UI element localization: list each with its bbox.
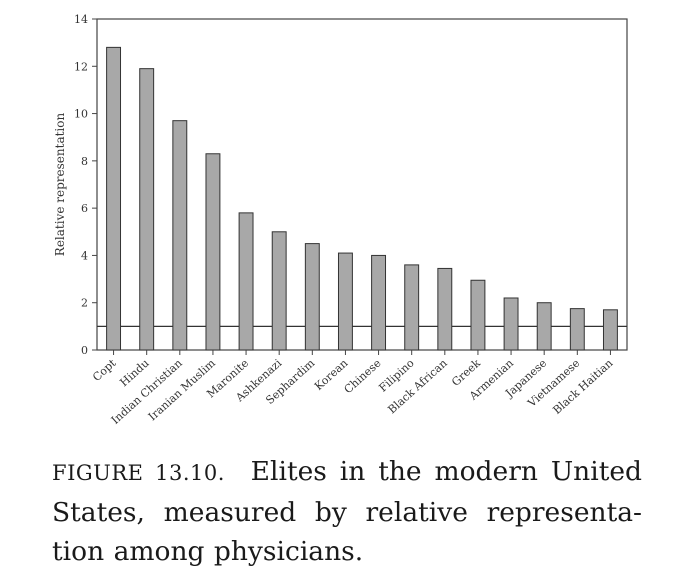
bar <box>271 231 287 351</box>
x-tick-label: Black Haitian <box>550 357 615 417</box>
bar <box>238 212 254 351</box>
bar <box>437 267 453 351</box>
y-tick-label: 10 <box>74 108 88 121</box>
bar <box>304 243 320 351</box>
y-tick-label: 8 <box>81 155 88 168</box>
y-axis-title: Relative representation <box>53 113 67 257</box>
bar <box>536 302 552 351</box>
x-tick-label: Black African <box>385 357 449 417</box>
bar <box>371 254 387 351</box>
bar <box>503 297 519 351</box>
caption-text: Elites in the modern United States, meas… <box>52 456 642 567</box>
bar <box>172 120 188 351</box>
bar <box>404 264 420 351</box>
bar <box>602 309 618 351</box>
figure-caption: FIGURE 13.10. Elites in the modern Unite… <box>52 452 642 571</box>
bar <box>139 68 155 351</box>
x-tick-label: Chinese <box>342 357 384 397</box>
bar <box>470 279 486 351</box>
bar <box>337 252 353 351</box>
bar <box>205 153 221 351</box>
y-tick-label: 0 <box>81 344 88 357</box>
y-tick-label: 6 <box>81 202 88 215</box>
x-tick-label: Copt <box>90 356 119 384</box>
bar <box>569 308 585 351</box>
caption-label: FIGURE 13.10. <box>52 461 225 485</box>
y-tick-label: 4 <box>81 249 88 262</box>
plot-frame <box>96 18 628 351</box>
y-tick-label: 12 <box>74 60 88 73</box>
y-tick-label: 14 <box>74 13 88 26</box>
y-tick-label: 2 <box>81 297 88 310</box>
bar <box>106 46 122 351</box>
